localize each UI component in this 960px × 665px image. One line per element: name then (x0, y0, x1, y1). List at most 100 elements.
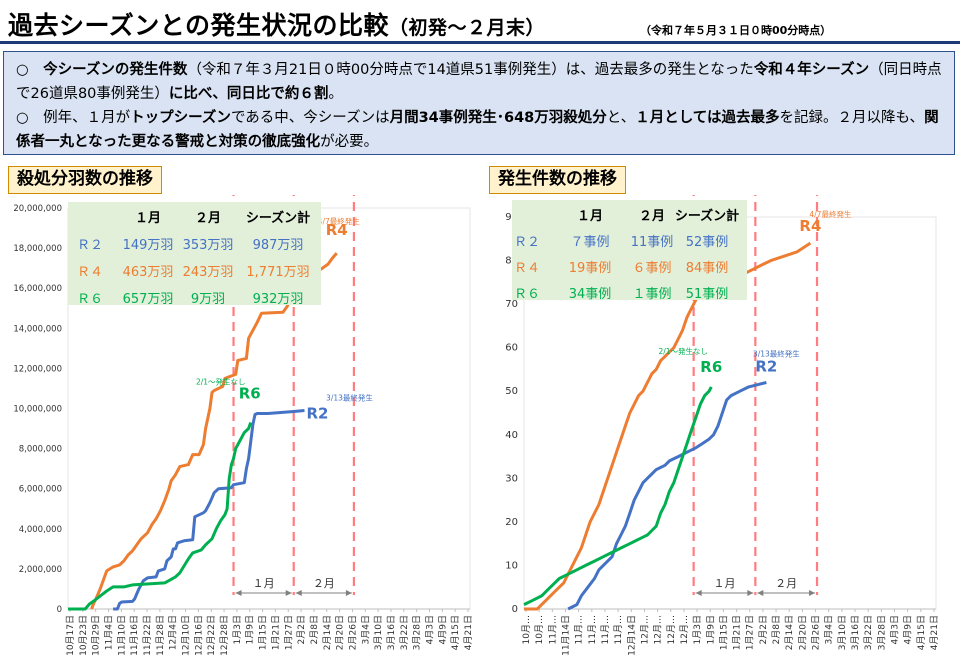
y-tick-label: 8,000,000 (19, 445, 62, 455)
table-cell: 11事例 (631, 235, 674, 250)
x-tick-label: 12月16日 (193, 615, 204, 656)
left-chart-title: 殺処分羽数の推移 (8, 166, 162, 194)
summary-text: （同日時点で26道県80事例発生） (16, 62, 942, 102)
x-tick-label: 12月4日 (168, 615, 179, 650)
table-cell: Ｒ６ (77, 292, 103, 307)
table-cell: ６事例 (632, 261, 671, 276)
series-line-r4 (90, 252, 338, 610)
x-tick-label: 12月10日 (181, 615, 192, 656)
series-label-r4: R4 (799, 217, 821, 235)
table-header: ２月 (195, 211, 221, 226)
x-tick-label: 11月… (547, 615, 558, 644)
x-tick-label: 2月8日 (771, 615, 782, 644)
summary-text: を記録。２月以降も、 (779, 110, 925, 126)
arrow-head (235, 590, 242, 596)
arrow-head (747, 590, 754, 596)
right-chart-title: 発生件数の推移 (489, 166, 626, 194)
arrow-head (295, 590, 302, 596)
table-cell: ７事例 (570, 235, 609, 250)
x-tick-label: 12月… (639, 615, 650, 644)
table-cell: 19事例 (569, 261, 612, 276)
x-tick-label: 3月28日 (412, 615, 423, 650)
x-tick-label: 4月3日 (424, 615, 435, 644)
annotation-r4: 4/7最終発生 (318, 216, 361, 226)
summary-text: である中、今シーズンは (230, 110, 390, 126)
x-tick-label: 11月… (574, 615, 585, 644)
x-tick-label: 2月20日 (797, 615, 808, 650)
x-tick-label: 2月2日 (296, 615, 307, 644)
table-cell: Ｒ４ (77, 265, 103, 280)
table-cell: １事例 (632, 287, 671, 302)
table-cell: Ｒ４ (514, 261, 540, 276)
x-tick-label: 10月17日 (65, 615, 76, 656)
annotation-r2: 3/13最終発生 (326, 393, 373, 403)
annotation-r4: 4/7最終発生 (809, 209, 852, 219)
summary-text: ○ 例年、１月が (16, 110, 131, 126)
table-cell: 932万羽 (253, 292, 304, 307)
x-tick-label: 3月4日 (824, 615, 835, 644)
x-tick-label: 1月27日 (283, 615, 294, 650)
x-tick-label: 4月21日 (463, 615, 474, 650)
arrow-head (345, 590, 352, 596)
summary-text: １月としては過去最多 (635, 110, 780, 126)
summary-text: 今シーズンの発生件数 (43, 62, 188, 78)
y-tick-label: 12,000,000 (13, 364, 62, 374)
table-cell: 149万羽 (123, 238, 174, 253)
x-tick-label: 11月4日 (104, 615, 115, 650)
x-tick-label: 4月15日 (916, 615, 927, 650)
x-tick-label: 11月14日 (560, 615, 571, 656)
series-line-r6 (68, 422, 253, 611)
table-header: １月 (577, 209, 603, 224)
summary-text: が必要。 (320, 134, 379, 150)
x-tick-label: 4月21日 (929, 615, 940, 650)
x-tick-label: 4月9日 (903, 615, 914, 644)
left-chart: 0 2,000,000 4,000,000 6,000,000 8,000,000 10,… (13, 195, 474, 656)
summary-text: に比べ、同日比で約６割 (168, 86, 329, 102)
y-tick-label: 6,000,000 (19, 485, 62, 495)
x-tick-label: 12月22日 (206, 615, 217, 656)
y-tick-label: 0 (57, 605, 62, 615)
x-tick-label: 11月… (600, 615, 611, 644)
x-tick-label: 2月20日 (335, 615, 346, 650)
series-label-r6: R6 (239, 385, 261, 403)
table-cell: 1,771万羽 (246, 265, 309, 280)
page-title: 過去シーズンとの発生状況の比較（初発～２月末） (8, 6, 545, 42)
title-text: 過去シーズンとの発生状況の比較 (8, 11, 390, 40)
x-tick-label: 1月15日 (258, 615, 269, 650)
arrow-head (757, 590, 764, 596)
x-tick-label: 11月… (587, 615, 598, 644)
table-header: １月 (135, 211, 161, 226)
series-line-r2 (113, 409, 305, 611)
x-tick-label: 2月14日 (322, 615, 333, 650)
y-tick-label: 0 (512, 604, 518, 615)
series-label-r6: R6 (700, 358, 722, 376)
series-line-r2 (567, 381, 767, 611)
x-tick-label: 11月10日 (116, 615, 127, 656)
x-tick-label: 11月28日 (155, 615, 166, 656)
summary-line-1: ○ 今シーズンの発生件数（令和７年３月21日０時00分時点で14道県51事例発生… (16, 58, 944, 106)
y-tick-label: 90 (505, 212, 518, 223)
y-tick-label: 16,000,000 (13, 284, 62, 294)
series-label-r2: R2 (306, 405, 328, 423)
x-tick-label: 2月26日 (811, 615, 822, 650)
annotation-r6: 2/1～発生なし (196, 377, 246, 387)
x-tick-label: 10月… (521, 615, 532, 644)
y-tick-label: 70 (505, 299, 518, 310)
x-tick-label: 3月10日 (837, 615, 848, 650)
series-label-r4: R4 (326, 221, 348, 239)
x-tick-label: 10月29日 (91, 615, 102, 656)
x-tick-label: 2月14日 (784, 615, 795, 650)
x-tick-label: 4月15日 (450, 615, 461, 650)
y-tick-label: 18,000,000 (13, 244, 62, 254)
x-tick-label: 1月15日 (718, 615, 729, 650)
summary-table-bg (68, 202, 321, 305)
table-cell: 243万羽 (183, 265, 234, 280)
table-cell: 34事例 (569, 287, 612, 302)
x-tick-label: 4月9日 (437, 615, 448, 644)
table-header: ２月 (639, 209, 665, 224)
x-tick-label: 3月16日 (850, 615, 861, 650)
x-tick-label: 3月16日 (386, 615, 397, 650)
annotation-r2: 3/13最終発生 (753, 349, 800, 359)
x-tick-label: 2月8日 (309, 615, 320, 644)
